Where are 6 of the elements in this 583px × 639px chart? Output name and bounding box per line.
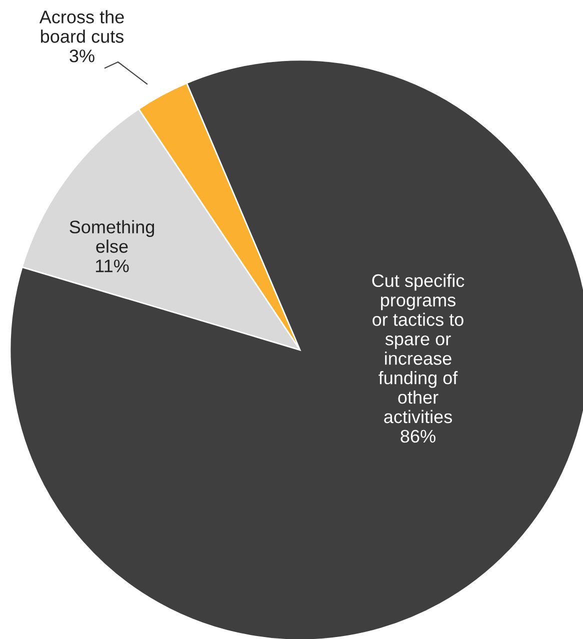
slice-label: Cut specific programs or tactics to spare or increase funding of other activities — [372, 274, 464, 424]
data-label: 3% — [70, 50, 94, 62]
data-label: 11% — [96, 260, 129, 272]
slice-label: Across the board cuts — [39, 10, 124, 43]
slice-label: Something else — [70, 220, 154, 253]
data-label: 86% — [400, 430, 436, 443]
